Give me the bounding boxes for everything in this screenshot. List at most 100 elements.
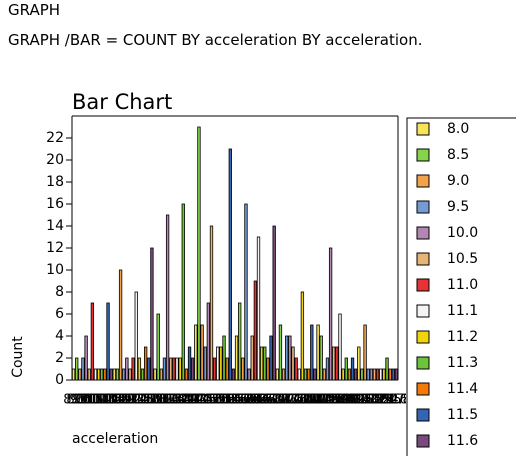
bar <box>319 335 323 381</box>
bar <box>391 368 395 381</box>
x-tick-label: 14.3 <box>178 393 207 408</box>
bar <box>234 335 239 381</box>
legend-label: 9.5 <box>447 199 469 215</box>
bar <box>344 357 348 381</box>
x-tick-label: 20.4 <box>341 393 370 408</box>
bar <box>366 368 370 381</box>
bar <box>200 324 204 381</box>
x-tick-label: 21.5 <box>354 393 383 408</box>
x-tick-label: 16.4 <box>241 393 270 408</box>
bar <box>285 335 289 381</box>
x-tick-label: 14.4 <box>181 393 210 408</box>
x-tick-label: 13.8 <box>163 393 192 408</box>
y-tick-label: 16 <box>46 196 64 212</box>
x-tick-label: 11.8 <box>100 393 129 408</box>
x-tick-label: 12.6 <box>125 393 154 408</box>
x-tick-label: 18.3 <box>300 393 329 408</box>
bar <box>106 302 110 381</box>
bar <box>341 368 345 381</box>
bar <box>134 291 138 381</box>
x-tick-label: 19.6 <box>332 393 361 408</box>
x-tick-label: 16.8 <box>253 393 282 408</box>
x-tick-label: 11.9 <box>103 393 132 408</box>
bar <box>203 346 207 381</box>
bar <box>338 313 342 381</box>
x-tick-label: 11.1 <box>81 393 110 408</box>
bar <box>87 368 91 381</box>
bar <box>165 214 170 381</box>
bar <box>191 357 195 381</box>
x-tick-label: 17.9 <box>288 393 317 408</box>
bar <box>354 368 358 381</box>
x-tick-label: 15.8 <box>225 393 254 408</box>
x-tick-label: 12.4 <box>119 393 148 408</box>
bar <box>212 357 217 381</box>
bar <box>122 368 126 381</box>
bar <box>275 368 279 381</box>
bar <box>247 368 251 381</box>
x-tick-label: 18.5 <box>307 393 336 408</box>
bar <box>81 357 85 381</box>
bar <box>269 335 273 381</box>
bar <box>222 335 226 381</box>
bar <box>194 324 198 381</box>
x-tick-label: 17.8 <box>285 393 314 408</box>
bar <box>231 368 236 381</box>
bar <box>357 346 361 381</box>
bar <box>150 247 154 381</box>
x-tick-label: 16.1 <box>235 393 264 408</box>
legend-swatch <box>416 356 430 370</box>
x-tick-label: 14.6 <box>188 393 217 408</box>
bar <box>325 357 330 381</box>
y-tick-label: 18 <box>46 174 64 190</box>
bar <box>144 346 148 381</box>
x-tick-label: 12.2 <box>112 393 141 408</box>
legend-swatch <box>416 122 430 136</box>
x-tick-label: 13.0 <box>137 393 166 408</box>
chart-title: Bar Chart <box>72 90 172 114</box>
bar <box>372 368 377 381</box>
x-tick-label: 11.6 <box>97 393 126 408</box>
bar <box>153 368 157 381</box>
bar <box>175 357 179 381</box>
y-tick-label: 0 <box>55 372 64 388</box>
legend-swatch <box>416 252 430 266</box>
legend-swatch <box>416 148 430 162</box>
x-tick-label: 13.7 <box>159 393 188 408</box>
x-tick-label: 14.7 <box>191 393 220 408</box>
x-tick-label: 14.0 <box>169 393 198 408</box>
x-tick-label: 12.3 <box>116 393 145 408</box>
x-tick-label: 20.7 <box>347 393 376 408</box>
y-axis-label: Count <box>10 336 26 378</box>
legend-label: 11.0 <box>447 277 478 293</box>
y-tick-label: 10 <box>46 262 64 278</box>
legend-swatch <box>416 330 430 344</box>
x-tick-label: 18.6 <box>310 393 339 408</box>
y-tick-label: 2 <box>55 350 64 366</box>
y-tick-label: 22 <box>46 130 64 146</box>
bar <box>369 368 374 381</box>
bar <box>216 346 220 381</box>
legend-swatch <box>416 278 430 292</box>
bar <box>382 368 386 381</box>
x-tick-label: 17.5 <box>275 393 304 408</box>
x-tick-label: 13.1 <box>141 393 170 408</box>
x-tick-label: 12.7 <box>128 393 157 408</box>
x-tick-label: 19.0 <box>319 393 348 408</box>
bar <box>112 368 116 381</box>
legend-label: 10.0 <box>447 225 478 241</box>
legend-swatch <box>416 382 430 396</box>
x-tick-label: 8.5 <box>66 393 87 408</box>
x-tick-label: 21.7 <box>357 393 386 408</box>
bar <box>307 368 311 381</box>
bar <box>109 368 113 381</box>
x-tick-label: 15.7 <box>222 393 251 408</box>
x-tick-label: 17.0 <box>260 393 289 408</box>
legend-label: 8.5 <box>447 147 469 163</box>
legend-label: 11.6 <box>447 433 478 449</box>
bar <box>131 357 135 381</box>
bar <box>253 280 258 381</box>
bar <box>241 357 245 381</box>
bar <box>187 346 192 381</box>
x-tick-label: 11.5 <box>94 393 123 408</box>
